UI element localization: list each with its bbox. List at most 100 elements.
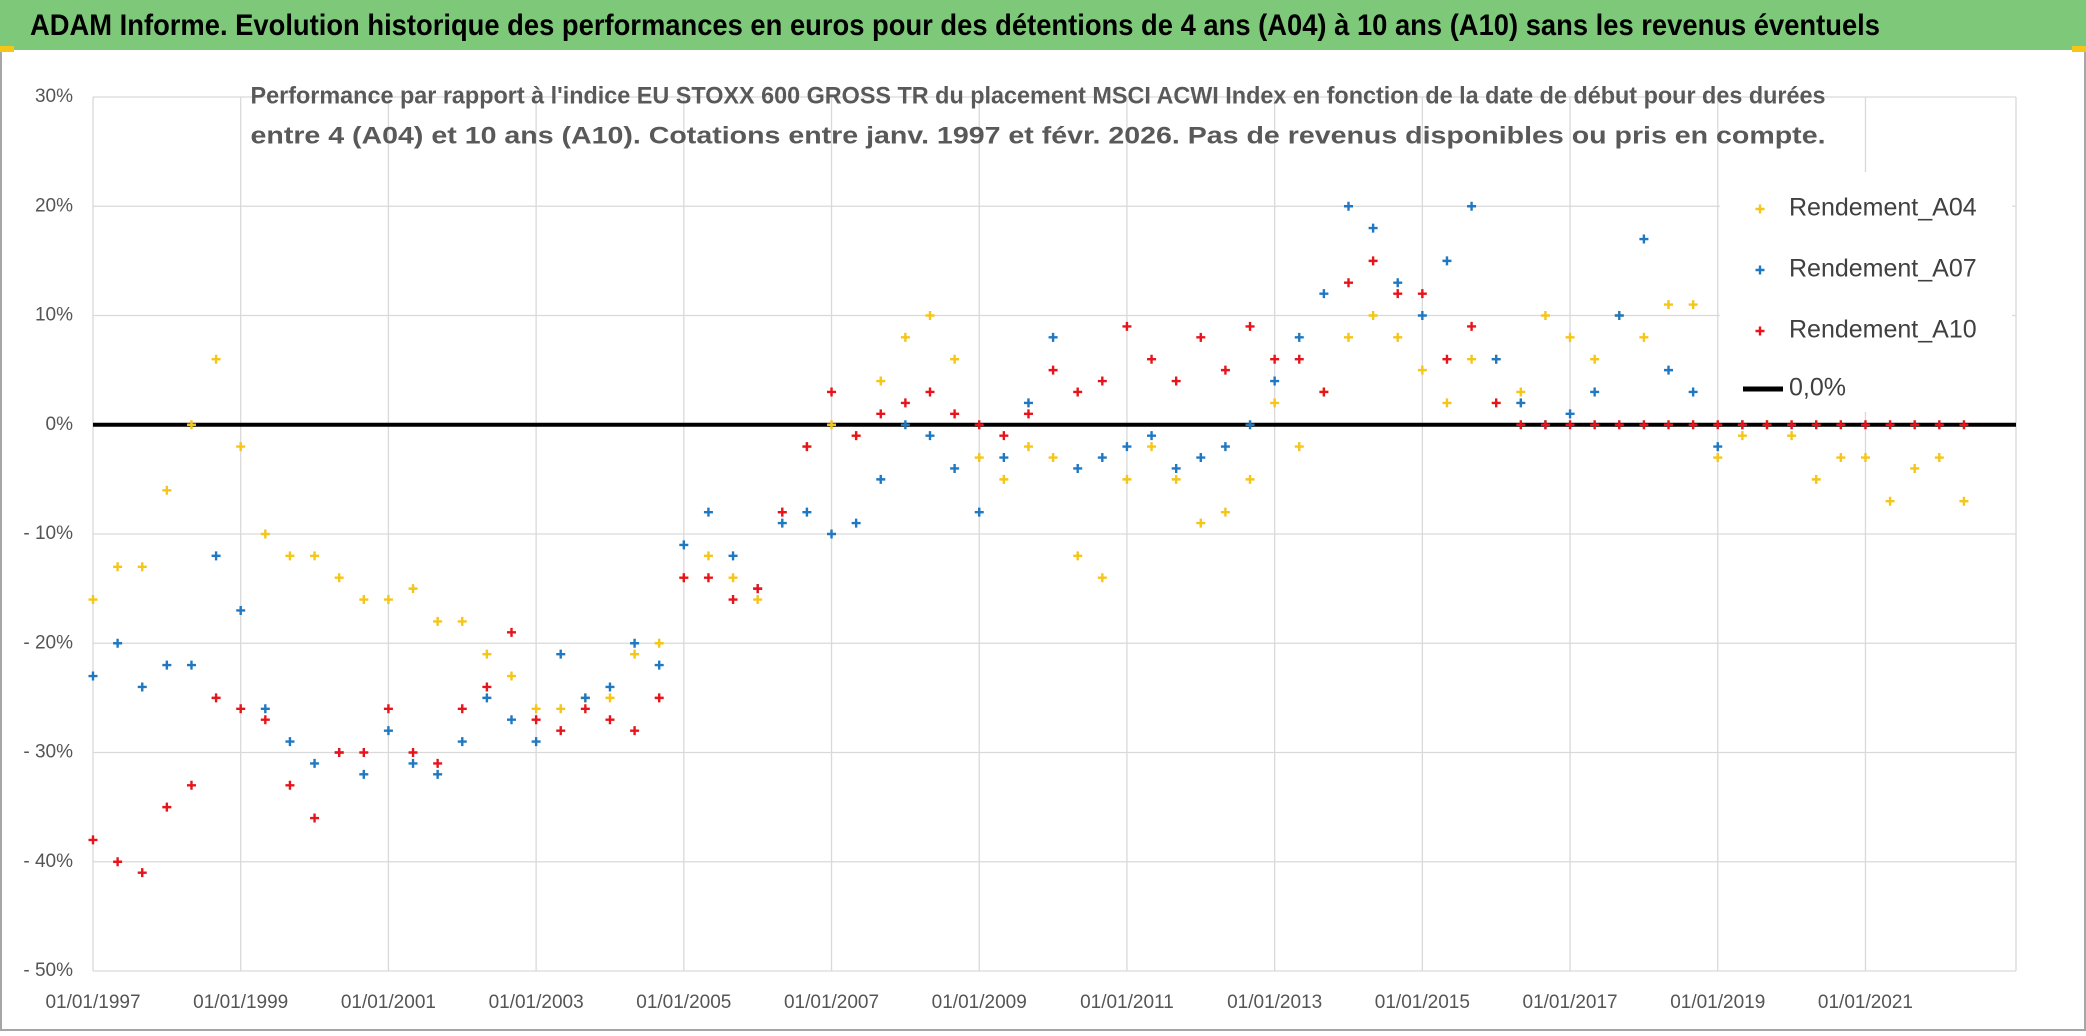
point <box>1664 300 1674 310</box>
point <box>88 835 98 845</box>
point <box>1737 420 1747 430</box>
point <box>1196 453 1206 463</box>
point <box>1368 311 1378 320</box>
point <box>260 704 270 714</box>
point <box>1097 573 1107 583</box>
point <box>1910 463 1920 473</box>
point <box>1023 398 1033 408</box>
point <box>1565 420 1575 430</box>
point <box>1220 442 1230 452</box>
point <box>679 540 689 550</box>
point <box>900 420 910 430</box>
point <box>1294 354 1304 364</box>
point <box>1147 431 1157 441</box>
point <box>1393 278 1403 288</box>
point <box>950 463 960 473</box>
point <box>777 518 787 528</box>
point <box>1467 321 1477 331</box>
point <box>556 704 566 714</box>
point <box>334 573 344 583</box>
point <box>1590 387 1600 397</box>
point <box>1270 376 1280 386</box>
x-tick-label: 01/01/2011 <box>1080 992 1174 1013</box>
point <box>1467 354 1477 364</box>
point <box>1565 409 1575 419</box>
legend-box <box>1720 172 2012 412</box>
point <box>310 813 320 823</box>
point <box>925 387 935 397</box>
point <box>950 354 960 364</box>
point <box>137 562 147 572</box>
point <box>1073 387 1083 397</box>
point <box>506 715 516 725</box>
point <box>137 868 147 878</box>
point <box>433 769 443 779</box>
point <box>88 671 98 681</box>
point <box>1713 453 1723 463</box>
point <box>260 715 270 725</box>
point <box>654 693 664 703</box>
point <box>1048 365 1058 375</box>
point <box>310 758 320 768</box>
point <box>1787 420 1797 430</box>
point <box>1614 311 1624 320</box>
point <box>186 660 196 670</box>
point <box>580 693 590 703</box>
point <box>482 682 492 692</box>
legend-label: Rendement_A04 <box>1789 194 1977 222</box>
point <box>802 507 812 517</box>
point <box>580 704 590 714</box>
point <box>1762 420 1772 430</box>
point <box>1860 453 1870 463</box>
point <box>1885 496 1895 506</box>
point <box>605 715 615 725</box>
point <box>974 453 984 463</box>
point <box>876 474 886 484</box>
point <box>359 748 369 757</box>
point <box>630 649 640 659</box>
point <box>236 704 246 714</box>
point <box>408 758 418 768</box>
point <box>1147 354 1157 364</box>
point <box>88 595 98 605</box>
point <box>433 616 443 626</box>
point <box>1836 453 1846 463</box>
point <box>753 595 763 605</box>
point <box>556 649 566 659</box>
point <box>753 584 763 594</box>
point <box>1196 332 1206 342</box>
x-tick-label: 01/01/2019 <box>1670 992 1765 1013</box>
point <box>703 573 713 583</box>
point <box>1811 474 1821 484</box>
point <box>1417 311 1427 320</box>
point <box>531 715 541 725</box>
point <box>1122 321 1132 331</box>
point <box>1097 376 1107 386</box>
point <box>113 638 123 648</box>
point <box>1270 398 1280 408</box>
x-tick-label: 01/01/2005 <box>636 992 731 1013</box>
point <box>1836 420 1846 430</box>
point <box>1664 420 1674 430</box>
point <box>162 802 172 812</box>
point <box>1959 496 1969 506</box>
point <box>457 737 467 747</box>
point <box>1097 453 1107 463</box>
point <box>925 311 935 320</box>
point <box>1688 420 1698 430</box>
point <box>285 780 295 790</box>
legend-marker <box>1755 326 1765 336</box>
point <box>457 616 467 626</box>
point <box>1417 289 1427 299</box>
y-tick-label: 20% <box>35 195 73 216</box>
x-tick-label: 01/01/2003 <box>489 992 584 1013</box>
point <box>1639 420 1649 430</box>
x-tick-label: 01/01/2017 <box>1523 992 1618 1013</box>
point <box>1393 289 1403 299</box>
point <box>802 442 812 452</box>
point <box>1245 321 1255 331</box>
point <box>113 857 123 867</box>
y-tick-label: - 10% <box>23 523 73 544</box>
